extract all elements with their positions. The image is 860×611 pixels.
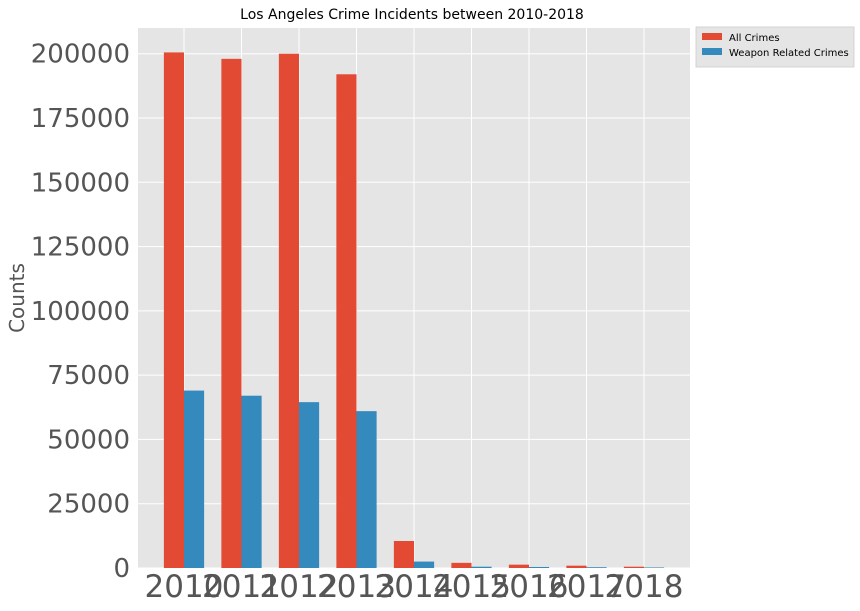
- bar-all-crimes-2013: [336, 74, 357, 569]
- legend-swatch-all-crimes: [702, 33, 722, 40]
- bar-all-crimes-2015: [451, 562, 472, 568]
- y-tick-label: 75000: [47, 361, 130, 391]
- y-tick-label: 200000: [31, 40, 130, 70]
- bar-all-crimes-2018: [623, 566, 644, 568]
- bar-all-crimes-2014: [393, 541, 414, 568]
- bar-weapon-related-crimes-2010: [184, 390, 205, 568]
- bar-all-crimes-2017: [566, 565, 587, 568]
- chart-title: Los Angeles Crime Incidents between 2010…: [240, 7, 584, 23]
- bar-weapon-related-crimes-2012: [299, 402, 320, 568]
- y-tick-label: 100000: [31, 297, 130, 327]
- x-tick-label: 2011: [202, 569, 281, 605]
- x-tick-label: 2010: [145, 569, 224, 605]
- x-tick-label: 2014: [375, 569, 454, 605]
- y-tick-label: 150000: [31, 168, 130, 198]
- y-tick-label: 175000: [31, 104, 130, 134]
- y-tick-label: 50000: [47, 425, 130, 455]
- legend-label-weapon-related-crimes: Weapon Related Crimes: [729, 48, 849, 59]
- x-tick-label: 2018: [605, 569, 684, 605]
- legend: All Crimes Weapon Related Crimes: [695, 26, 855, 68]
- bar-weapon-related-crimes-2014: [414, 561, 435, 568]
- legend-label-all-crimes: All Crimes: [729, 33, 780, 44]
- bar-all-crimes-2016: [508, 564, 529, 568]
- bar-weapon-related-crimes-2016: [529, 566, 550, 568]
- bars: [163, 52, 665, 569]
- bar-weapon-related-crimes-2013: [356, 411, 377, 568]
- legend-box: [695, 26, 855, 68]
- bar-all-crimes-2011: [221, 58, 242, 568]
- bar-weapon-related-crimes-2015: [471, 566, 492, 568]
- x-tick-label: 2015: [432, 569, 511, 605]
- x-tick-label: 2017: [547, 569, 626, 605]
- legend-swatch-weapon-related-crimes: [702, 48, 722, 55]
- bar-all-crimes-2012: [278, 53, 299, 568]
- y-axis-label: Counts: [5, 263, 29, 333]
- bar-weapon-related-crimes-2018: [644, 567, 665, 568]
- x-tick-label: 2016: [490, 569, 569, 605]
- x-tick-label: 2013: [317, 569, 396, 605]
- y-tick-label: 0: [113, 554, 130, 584]
- bar-all-crimes-2010: [163, 52, 184, 568]
- x-tick-label: 2012: [260, 569, 339, 605]
- bar-weapon-related-crimes-2017: [586, 567, 607, 568]
- y-tick-label: 125000: [31, 233, 130, 263]
- y-tick-label: 25000: [47, 490, 130, 520]
- bar-weapon-related-crimes-2011: [241, 395, 262, 568]
- y-axis-ticks: 0 25000 50000 75000 100000 125000 150000 175000…: [31, 40, 130, 584]
